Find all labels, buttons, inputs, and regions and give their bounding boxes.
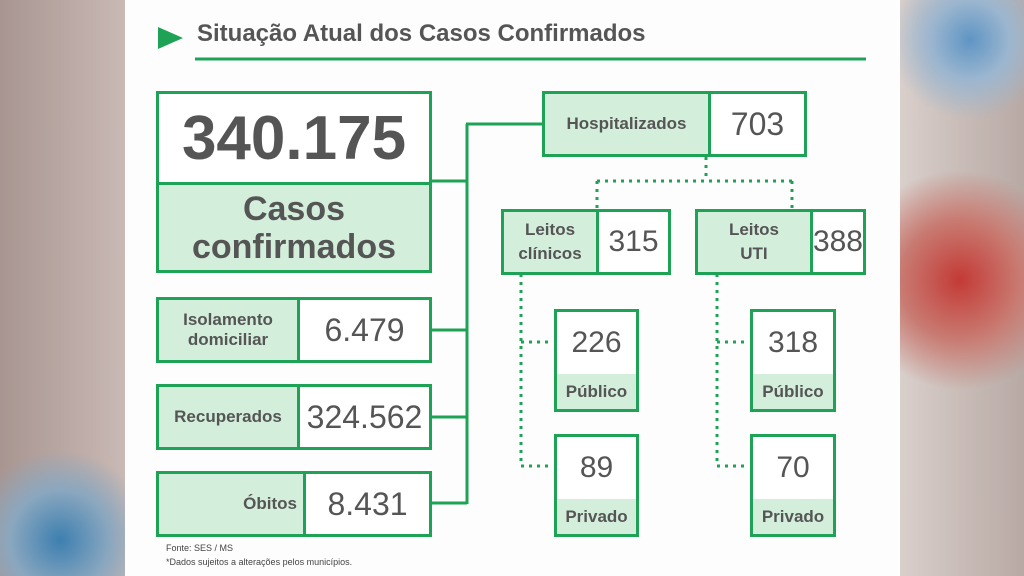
hospital-value: 703 bbox=[711, 94, 804, 154]
hospital-box: Hospitalizados 703 bbox=[542, 91, 807, 157]
total-box: 340.175 Casos confirmados bbox=[156, 91, 432, 273]
footer-source: Fonte: SES / MS bbox=[166, 543, 234, 553]
background-right bbox=[900, 0, 1024, 576]
beds-label: Leitos UTI bbox=[698, 212, 813, 272]
total-value: 340.175 bbox=[159, 94, 429, 185]
sub-label: Privado bbox=[753, 499, 833, 534]
stat-label: Isolamento domiciliar bbox=[159, 300, 300, 360]
stat-value: 6.479 bbox=[300, 300, 429, 360]
beds-box: Leitos UTI 388 bbox=[695, 209, 866, 275]
footer-note: *Dados sujeitos a alterações pelos munic… bbox=[166, 557, 353, 567]
sub-box: 226 Público bbox=[554, 309, 639, 412]
stat-value: 324.562 bbox=[300, 387, 429, 447]
sub-value: 70 bbox=[753, 437, 833, 499]
sub-box: 89 Privado bbox=[554, 434, 639, 537]
stat-box: Óbitos 8.431 bbox=[156, 471, 432, 537]
sub-label: Privado bbox=[557, 499, 636, 534]
stat-label: Óbitos bbox=[159, 474, 306, 534]
beds-value: 315 bbox=[599, 212, 668, 272]
title: Situação Atual dos Casos Confirmados bbox=[197, 20, 646, 47]
total-label: Casos confirmados bbox=[159, 185, 429, 270]
sub-box: 318 Público bbox=[750, 309, 836, 412]
sub-label: Público bbox=[557, 374, 636, 409]
sub-label: Público bbox=[753, 374, 833, 409]
beds-value: 388 bbox=[812, 212, 863, 272]
beds-label: Leitos clínicos bbox=[504, 212, 599, 272]
background-left bbox=[0, 0, 125, 576]
stat-box: Recuperados 324.562 bbox=[156, 384, 432, 450]
sub-value: 318 bbox=[753, 312, 833, 374]
stat-box: Isolamento domiciliar 6.479 bbox=[156, 297, 432, 363]
sub-value: 226 bbox=[557, 312, 636, 374]
stat-label: Recuperados bbox=[159, 387, 300, 447]
hospital-label: Hospitalizados bbox=[545, 94, 711, 154]
beds-box: Leitos clínicos 315 bbox=[501, 209, 671, 275]
sub-box: 70 Privado bbox=[750, 434, 836, 537]
stat-value: 8.431 bbox=[306, 474, 429, 534]
sub-value: 89 bbox=[557, 437, 636, 499]
